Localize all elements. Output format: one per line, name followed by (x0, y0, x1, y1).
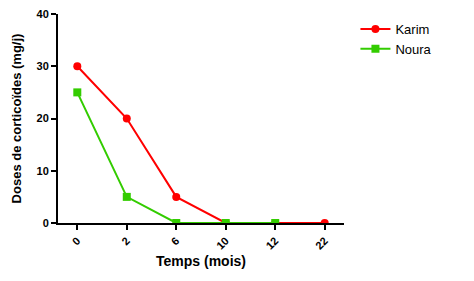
svg-text:Karim: Karim (395, 22, 429, 37)
svg-text:22: 22 (313, 235, 330, 252)
svg-text:20: 20 (37, 112, 49, 124)
svg-text:2: 2 (119, 235, 132, 248)
svg-text:30: 30 (37, 60, 49, 72)
svg-text:Temps (mois): Temps (mois) (156, 253, 246, 269)
svg-text:Doses de corticoïdes (mg/j): Doses de corticoïdes (mg/j) (9, 34, 24, 204)
svg-text:6: 6 (169, 235, 182, 248)
svg-text:10: 10 (37, 165, 49, 177)
svg-text:0: 0 (43, 217, 49, 229)
svg-text:10: 10 (214, 235, 231, 252)
svg-text:Noura: Noura (395, 42, 431, 57)
svg-text:0: 0 (70, 235, 83, 248)
svg-text:40: 40 (37, 8, 49, 20)
svg-text:12: 12 (263, 235, 280, 252)
